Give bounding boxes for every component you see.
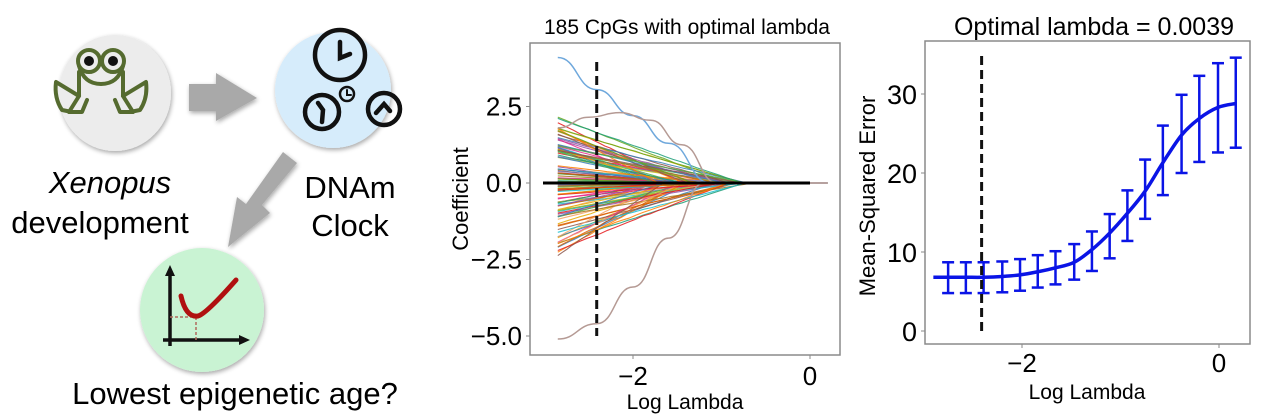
y-tick-label: 20 xyxy=(887,159,917,189)
y-axis-label: Coefficient xyxy=(448,147,473,251)
coefficient-paths xyxy=(557,56,828,340)
x-tick-label: 0 xyxy=(803,361,817,391)
organism-label: Xenopus xyxy=(48,165,171,200)
y-tick-label: 0.0 xyxy=(486,168,522,198)
arrow-right-icon xyxy=(189,73,257,121)
clock-circle xyxy=(275,32,391,148)
result-label: Lowest epigenetic age? xyxy=(72,376,398,411)
coefficient-path xyxy=(557,168,828,184)
coefficient-path xyxy=(557,182,828,245)
coefficient-path xyxy=(557,182,828,218)
result-node xyxy=(140,248,264,372)
clocks-icon xyxy=(302,27,403,132)
y-tick-label: 2.5 xyxy=(486,92,522,122)
y-axis: 2.5 0.0 −2.5 −5.0 xyxy=(471,92,530,351)
chart-title: Optimal lambda = 0.0039 xyxy=(954,13,1234,41)
coefficient-path xyxy=(557,149,828,184)
x-axis: −2 0 xyxy=(618,355,817,391)
coefficient-path xyxy=(557,148,828,184)
frog-left-pupil xyxy=(84,56,94,66)
coefficient-path xyxy=(557,182,828,233)
coefficient-path xyxy=(557,182,828,257)
x-tick-label: −2 xyxy=(618,361,648,391)
coefficient-path xyxy=(557,127,828,184)
error-bar xyxy=(1103,212,1116,260)
coefficient-path xyxy=(557,154,828,184)
y-tick-label: −5.0 xyxy=(471,321,522,351)
mse-curve xyxy=(933,101,1237,280)
y-tick-label: 30 xyxy=(887,80,917,110)
dnam-label: DNAm xyxy=(304,170,395,205)
arrow-down-left-icon xyxy=(228,152,297,247)
coefficient-path xyxy=(557,145,828,184)
coefficient-path xyxy=(557,182,828,220)
frog-node xyxy=(53,35,171,151)
frog-right-pupil xyxy=(108,56,118,66)
result-circle xyxy=(140,248,264,372)
x-axis-label: Log Lambda xyxy=(1029,381,1146,404)
y-axis-label: Mean-Squared Error xyxy=(855,96,880,297)
frog-icon xyxy=(53,48,149,114)
x-tick-label: −2 xyxy=(1007,348,1037,378)
minimum-curve-icon xyxy=(163,265,250,346)
clock-node xyxy=(275,27,403,148)
error-bar xyxy=(1229,56,1242,149)
y-axis: 0 10 20 30 xyxy=(887,80,925,347)
plot-frame xyxy=(529,42,841,356)
coefficient-path xyxy=(557,182,828,243)
coefficient-path-chart: 185 CpGs with optimal lambda 2.5 0.0 −2.5 −… xyxy=(448,16,841,414)
y-tick-label: 0 xyxy=(902,317,917,347)
coefficient-path xyxy=(557,182,828,217)
coefficient-path xyxy=(557,137,828,184)
coefficient-path xyxy=(557,182,828,252)
development-label: development xyxy=(11,205,189,240)
chart-title: 185 CpGs with optimal lambda xyxy=(544,16,830,39)
coefficient-path xyxy=(557,129,828,184)
schematic-panel: Xenopus development DNAm Clock Lowest ep… xyxy=(11,27,403,411)
clock-label: Clock xyxy=(311,208,389,243)
x-axis-label: Log Lambda xyxy=(627,391,744,414)
x-tick-label: 0 xyxy=(1212,348,1226,378)
cross-validation-mse-chart: Optimal lambda = 0.0039 0 10 20 30 −2 0 Log … xyxy=(855,13,1251,404)
plot-frame xyxy=(924,40,1251,345)
coefficient-path xyxy=(557,117,828,184)
y-tick-label: −2.5 xyxy=(471,245,522,275)
x-axis: −2 0 xyxy=(1007,344,1226,378)
error-bars xyxy=(942,56,1242,295)
y-tick-label: 10 xyxy=(887,238,917,268)
coefficient-path xyxy=(557,130,828,184)
